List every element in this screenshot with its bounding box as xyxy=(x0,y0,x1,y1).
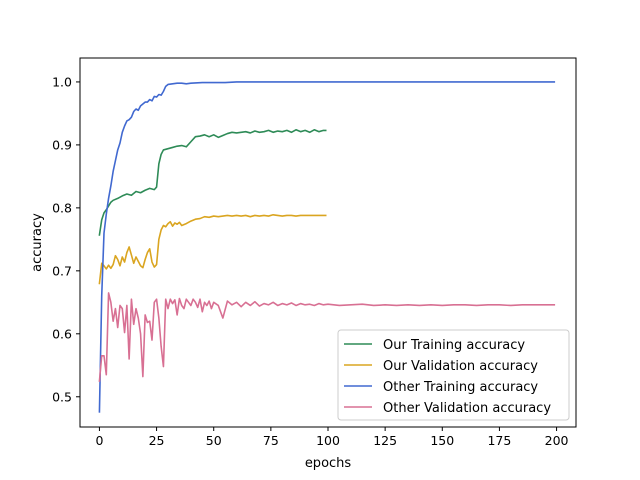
legend-box xyxy=(337,329,570,421)
x-tick-label-0: 0 xyxy=(95,433,103,448)
series-line-2 xyxy=(98,81,556,413)
legend-label-2: Other Training accuracy xyxy=(383,380,538,395)
y-tick-label-2: 0.7 xyxy=(52,263,72,278)
series-layer xyxy=(98,81,556,413)
x-tick-label-4: 100 xyxy=(316,433,340,448)
y-tick-label-1: 0.6 xyxy=(52,326,72,341)
series-line-3 xyxy=(98,292,556,382)
series-line-0 xyxy=(98,128,327,236)
legend-label-1: Our Validation accuracy xyxy=(383,359,538,374)
series-line-1 xyxy=(98,213,327,285)
x-tick-label-5: 125 xyxy=(373,433,397,448)
x-tick-label-3: 75 xyxy=(263,433,279,448)
x-tick-label-1: 25 xyxy=(149,433,165,448)
y-axis: 0.5 0.6 0.7 0.8 0.9 1.0 xyxy=(52,74,80,404)
legend-label-0: Our Training accuracy xyxy=(383,338,525,353)
y-tick-label-4: 0.9 xyxy=(52,137,72,152)
x-tick-label-6: 150 xyxy=(430,433,454,448)
x-tick-label-8: 200 xyxy=(545,433,569,448)
legend: Our Training accuracy Our Validation accu… xyxy=(337,329,570,421)
x-tick-label-7: 175 xyxy=(487,433,511,448)
y-axis-label: accuracy xyxy=(30,213,45,272)
x-tick-label-2: 50 xyxy=(206,433,222,448)
y-tick-label-3: 0.8 xyxy=(52,200,72,215)
x-axis: 0 25 50 75 100 125 150 175 200 xyxy=(95,427,569,448)
y-tick-label-0: 0.5 xyxy=(52,389,72,404)
x-axis-label: epochs xyxy=(305,456,352,471)
y-tick-label-5: 1.0 xyxy=(52,74,72,89)
legend-label-3: Other Validation accuracy xyxy=(383,401,551,416)
